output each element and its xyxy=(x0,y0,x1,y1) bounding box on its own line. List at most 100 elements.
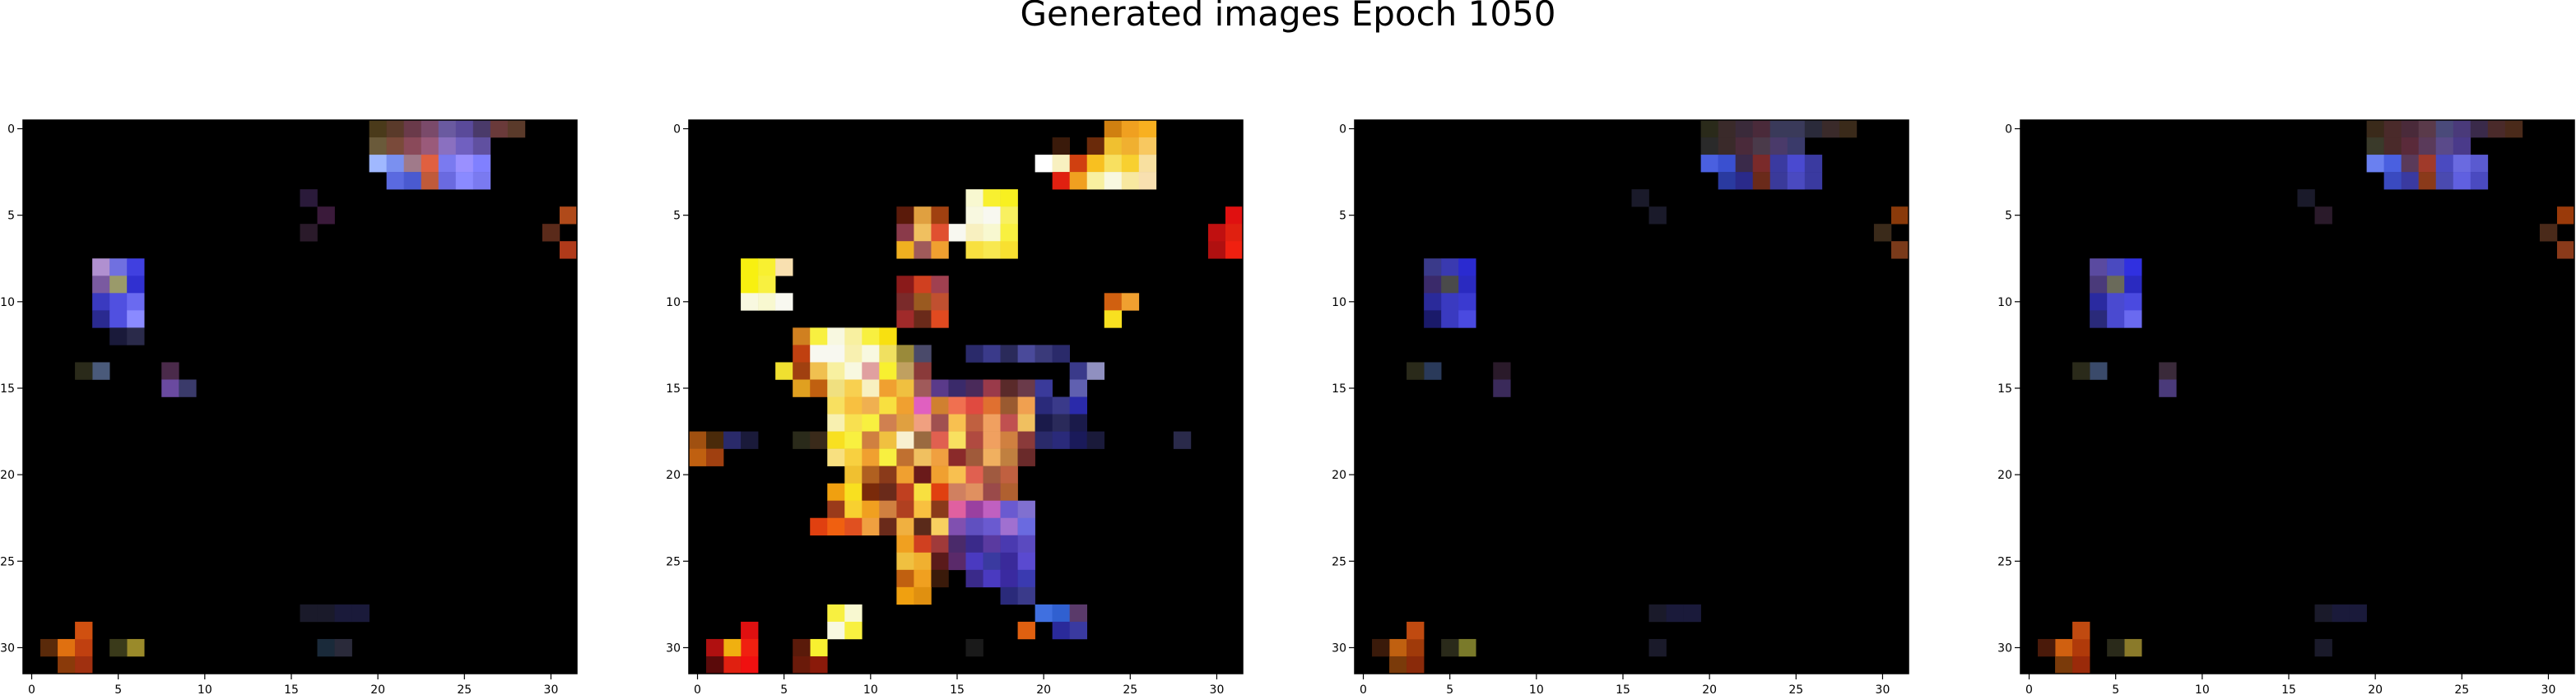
image-pixel xyxy=(1053,622,1070,639)
image-pixel xyxy=(1070,172,1087,189)
image-pixel xyxy=(2107,293,2124,310)
image-pixel xyxy=(1070,415,1087,432)
image-pixel xyxy=(1001,206,1018,224)
image-pixel xyxy=(1458,276,1476,293)
image-pixel xyxy=(421,137,439,155)
image-pixel xyxy=(706,432,723,449)
image-pixel xyxy=(1684,605,1701,622)
image-pixel xyxy=(844,379,862,396)
image-pixel xyxy=(983,553,1001,570)
image-pixel xyxy=(387,120,404,137)
x-tick-label: 20 xyxy=(1702,683,1717,695)
image-pixel xyxy=(931,553,948,570)
image-pixel xyxy=(1001,518,1018,535)
image-pixel xyxy=(896,570,914,587)
image-pixel xyxy=(931,276,948,293)
image-pixel xyxy=(931,449,948,466)
image-pixel xyxy=(914,224,931,241)
y-tick-label: 20 xyxy=(1997,469,2012,482)
image-pixel xyxy=(1208,241,1225,258)
image-pixel xyxy=(1035,415,1053,432)
image-pixel xyxy=(2419,137,2436,155)
x-tick-label: 30 xyxy=(2541,683,2556,695)
image-pixel xyxy=(983,241,1001,258)
image-pixel xyxy=(741,276,758,293)
y-tick-label: 10 xyxy=(1332,296,1346,309)
image-pixel xyxy=(827,415,844,432)
image-pixel xyxy=(370,137,387,155)
image-pixel xyxy=(1122,120,1139,137)
image-pixel xyxy=(896,535,914,553)
image-pixel xyxy=(914,587,931,605)
image-pixel xyxy=(2402,137,2419,155)
image-pixel xyxy=(983,206,1001,224)
image-pixel xyxy=(966,397,983,415)
image-pixel xyxy=(127,327,144,345)
y-tick-label: 10 xyxy=(0,296,15,309)
image-pixel xyxy=(2419,120,2436,137)
image-pixel xyxy=(741,258,758,276)
image-pixel xyxy=(896,397,914,415)
y-tick-label: 5 xyxy=(1339,210,1346,223)
image-pixel xyxy=(2471,172,2488,189)
image-pixel xyxy=(966,535,983,553)
image-pixel xyxy=(896,553,914,570)
image-pixel xyxy=(793,362,810,379)
y-tick-label: 15 xyxy=(1332,382,1346,396)
image-pixel xyxy=(1441,293,1458,310)
image-pixel xyxy=(914,484,931,501)
image-pixel xyxy=(1035,379,1053,396)
image-pixel xyxy=(827,622,844,639)
image-pixel xyxy=(706,639,723,656)
image-pixel xyxy=(931,415,948,432)
image-pixel xyxy=(741,293,758,310)
image-pixel xyxy=(1018,553,1035,570)
image-pixel xyxy=(914,518,931,535)
image-pixel xyxy=(810,362,827,379)
image-pixel xyxy=(456,137,473,155)
image-pixel xyxy=(1001,224,1018,241)
image-pixel xyxy=(1788,172,1805,189)
image-pixel xyxy=(1122,172,1139,189)
image-pixel xyxy=(931,397,948,415)
image-pixel xyxy=(318,639,335,656)
image-pixel xyxy=(879,501,896,518)
image-pixel xyxy=(931,501,948,518)
image-pixel xyxy=(1770,120,1788,137)
y-tick-label: 5 xyxy=(7,210,15,223)
image-panels: 0 5 10 15 20 25 30 0 5 10 15 20 25 30 0 5 10 15 20 25 30 0 5 10… xyxy=(0,120,2574,695)
image-pixel xyxy=(2471,155,2488,172)
image-pixel xyxy=(1001,570,1018,587)
image-pixel xyxy=(879,432,896,449)
image-pixel xyxy=(966,553,983,570)
image-pixel xyxy=(109,276,127,293)
image-pixel xyxy=(439,120,456,137)
image-pixel xyxy=(844,397,862,415)
image-pixel xyxy=(1001,553,1018,570)
y-tick-label: 0 xyxy=(1339,123,1346,137)
image-pixel xyxy=(1001,535,1018,553)
y-tick-label: 10 xyxy=(1997,296,2012,309)
image-pixel xyxy=(109,258,127,276)
image-pixel xyxy=(775,362,793,379)
image-pixel xyxy=(966,466,983,484)
image-pixel xyxy=(1087,155,1104,172)
image-pixel xyxy=(983,484,1001,501)
image-pixel xyxy=(1424,258,1441,276)
image-pixel xyxy=(2384,172,2402,189)
image-pixel xyxy=(793,379,810,396)
image-pixel xyxy=(1407,362,1424,379)
image-pixel xyxy=(1753,155,1770,172)
image-pixel xyxy=(931,466,948,484)
image-pixel xyxy=(896,310,914,327)
image-pixel xyxy=(966,518,983,535)
image-pixel xyxy=(827,432,844,449)
image-pixel xyxy=(1104,310,1122,327)
x-tick-label: 30 xyxy=(1210,683,1225,695)
image-pixel xyxy=(966,432,983,449)
image-pixel xyxy=(862,362,879,379)
image-pixel xyxy=(810,518,827,535)
image-pixel xyxy=(75,639,92,656)
image-pixel xyxy=(2505,120,2523,137)
image-pixel xyxy=(109,310,127,327)
